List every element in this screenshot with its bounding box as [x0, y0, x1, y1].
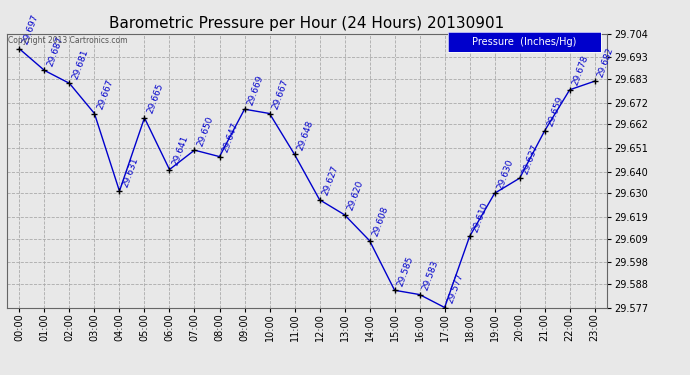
Text: 29.678: 29.678 [571, 54, 591, 87]
Text: 29.577: 29.577 [446, 272, 465, 305]
Text: 29.630: 29.630 [496, 158, 515, 190]
Text: 29.637: 29.637 [521, 143, 540, 176]
Text: Copyright 2013 Cartronics.com: Copyright 2013 Cartronics.com [8, 36, 128, 45]
Text: 29.620: 29.620 [346, 180, 365, 212]
Text: 29.583: 29.583 [421, 259, 440, 292]
Text: 29.608: 29.608 [371, 205, 391, 238]
Text: 29.697: 29.697 [21, 13, 40, 46]
Text: 29.659: 29.659 [546, 95, 565, 128]
Text: 29.650: 29.650 [196, 115, 215, 147]
Text: 29.667: 29.667 [271, 78, 290, 111]
Text: 29.669: 29.669 [246, 74, 265, 106]
Text: 29.647: 29.647 [221, 121, 240, 154]
Text: 29.627: 29.627 [321, 164, 340, 197]
Text: 29.610: 29.610 [471, 201, 491, 234]
Text: 29.682: 29.682 [596, 46, 615, 78]
Title: Barometric Pressure per Hour (24 Hours) 20130901: Barometric Pressure per Hour (24 Hours) … [110, 16, 504, 31]
Text: 29.648: 29.648 [296, 119, 315, 152]
Text: 29.641: 29.641 [171, 134, 190, 167]
Text: 29.585: 29.585 [396, 255, 415, 288]
Text: 29.681: 29.681 [71, 48, 90, 81]
Text: 29.631: 29.631 [121, 156, 140, 188]
Text: 29.665: 29.665 [146, 82, 165, 115]
Text: 29.687: 29.687 [46, 35, 65, 68]
Text: 29.667: 29.667 [96, 78, 115, 111]
